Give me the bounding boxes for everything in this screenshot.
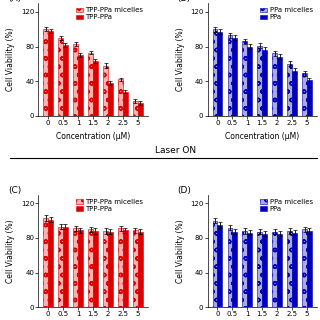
Legend: TPP-PPa micelles, TPP-PPa: TPP-PPa micelles, TPP-PPa bbox=[76, 7, 144, 21]
Y-axis label: Cell Viability (%): Cell Viability (%) bbox=[6, 219, 15, 283]
Bar bbox=[63, 45, 68, 116]
Bar bbox=[243, 41, 247, 116]
Bar bbox=[292, 233, 297, 307]
X-axis label: Concentration (μM): Concentration (μM) bbox=[56, 132, 130, 140]
Bar bbox=[232, 232, 237, 307]
Bar bbox=[123, 230, 128, 307]
Bar bbox=[277, 57, 282, 116]
Bar bbox=[228, 228, 232, 307]
Bar bbox=[88, 229, 93, 307]
Y-axis label: Cell Viability (%): Cell Viability (%) bbox=[6, 28, 15, 91]
Bar bbox=[292, 71, 297, 116]
Bar bbox=[307, 231, 312, 307]
Bar bbox=[73, 44, 78, 116]
Legend: PPa micelles, PPa: PPa micelles, PPa bbox=[260, 7, 313, 21]
Bar bbox=[302, 229, 307, 307]
Bar bbox=[257, 232, 262, 307]
Bar bbox=[108, 83, 113, 116]
Bar bbox=[73, 228, 78, 307]
Legend: PPa micelles, PPa: PPa micelles, PPa bbox=[260, 198, 313, 212]
Bar bbox=[247, 233, 252, 307]
Bar bbox=[133, 101, 138, 116]
Bar bbox=[58, 227, 63, 307]
Bar bbox=[103, 66, 108, 116]
Text: (C): (C) bbox=[8, 186, 21, 195]
Y-axis label: Cell Viability (%): Cell Viability (%) bbox=[176, 219, 185, 283]
X-axis label: Concentration (μM): Concentration (μM) bbox=[225, 132, 299, 140]
Bar bbox=[118, 228, 123, 307]
Bar bbox=[48, 220, 53, 307]
Bar bbox=[123, 92, 128, 116]
Bar bbox=[243, 231, 247, 307]
Bar bbox=[217, 225, 222, 307]
Bar bbox=[118, 79, 123, 116]
Bar bbox=[133, 230, 138, 307]
Legend: TPP-PPa micelles, TPP-PPa: TPP-PPa micelles, TPP-PPa bbox=[76, 198, 144, 212]
Bar bbox=[272, 232, 277, 307]
Bar bbox=[287, 64, 292, 116]
Bar bbox=[232, 38, 237, 116]
Bar bbox=[277, 234, 282, 307]
Bar bbox=[108, 232, 113, 307]
Y-axis label: Cell Viability (%): Cell Viability (%) bbox=[176, 28, 185, 91]
Bar bbox=[217, 32, 222, 116]
Text: (D): (D) bbox=[177, 186, 191, 195]
Bar bbox=[307, 80, 312, 116]
Bar bbox=[63, 227, 68, 307]
Text: (B): (B) bbox=[177, 0, 190, 3]
Bar bbox=[262, 234, 267, 307]
Bar bbox=[43, 29, 48, 116]
Bar bbox=[138, 232, 143, 307]
Bar bbox=[78, 230, 83, 307]
Bar bbox=[302, 73, 307, 116]
Bar bbox=[272, 53, 277, 116]
Bar bbox=[138, 103, 143, 116]
Bar bbox=[93, 231, 98, 307]
Bar bbox=[103, 231, 108, 307]
Bar bbox=[247, 46, 252, 116]
Bar bbox=[88, 52, 93, 116]
Bar bbox=[78, 55, 83, 116]
Bar bbox=[212, 220, 217, 307]
Bar bbox=[48, 31, 53, 116]
Bar bbox=[287, 231, 292, 307]
Bar bbox=[93, 61, 98, 116]
Bar bbox=[43, 218, 48, 307]
Text: Laser ON: Laser ON bbox=[156, 146, 196, 155]
Bar bbox=[257, 46, 262, 116]
Bar bbox=[58, 38, 63, 116]
Bar bbox=[228, 35, 232, 116]
Bar bbox=[262, 50, 267, 116]
Text: (A): (A) bbox=[8, 0, 21, 3]
Bar bbox=[212, 29, 217, 116]
